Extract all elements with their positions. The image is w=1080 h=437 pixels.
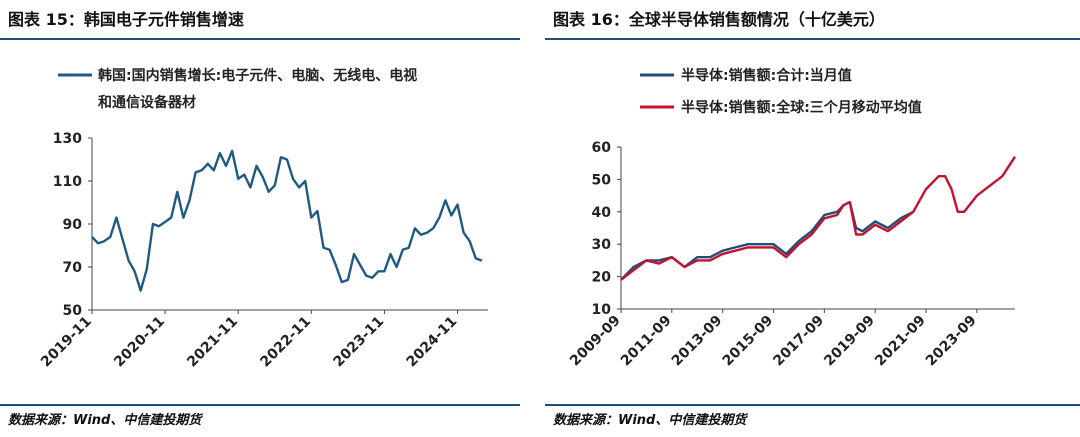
left-chart-title: 图表 15：韩国电子元件销售增速 [8, 10, 244, 29]
left-source-note: 数据来源：Wind、中信建投期货 [8, 413, 202, 428]
x-tick-label: 2013-09 [669, 313, 726, 370]
legend-label: 半导体:销售额:全球:三个月移动平均值 [681, 99, 922, 116]
x-tick-label: 2023-11 [331, 314, 388, 371]
series-line-0 [620, 200, 914, 281]
y-tick-label: 30 [592, 237, 612, 253]
left-chart: 50 70 90 110 130 2019-11 2020-11 2021-11 2022-11… [38, 67, 488, 371]
x-tick-label: 2019-11 [38, 314, 95, 371]
y-tick-label: 130 [53, 131, 82, 147]
x-tick-label: 2020-11 [111, 314, 168, 371]
right-chart: 10 20 30 40 50 60 2009-092011-092013-092015-09… [567, 67, 1017, 370]
x-tick-label: 2021-11 [184, 314, 241, 371]
y-tick-label: 50 [592, 172, 612, 188]
y-tick-label: 90 [63, 217, 83, 233]
series-line-1 [620, 156, 1017, 281]
x-tick-label: 2017-09 [770, 313, 827, 370]
right-chart-panel: 图表 16：全球半导体销售额情况（十亿美元） 10 20 30 40 50 60 2009-… [545, 0, 1080, 437]
right-chart-title: 图表 16：全球半导体销售额情况（十亿美元） [553, 10, 885, 29]
y-tick-label: 70 [63, 260, 83, 276]
right-source-note: 数据来源：Wind、中信建投期货 [553, 413, 747, 428]
x-tick-label: 2022-11 [257, 314, 314, 371]
x-tick-label: 2019-09 [821, 313, 878, 370]
x-tick-label: 2024-11 [404, 314, 461, 371]
left-source-rule [0, 404, 520, 406]
y-tick-label: 10 [592, 302, 612, 318]
y-tick-label: 20 [592, 270, 612, 286]
y-tick-label: 60 [592, 140, 612, 156]
x-tick-label: 2009-09 [567, 313, 624, 370]
x-tick-label: 2011-09 [618, 313, 675, 370]
y-tick-label: 40 [592, 205, 612, 221]
series-line-0 [91, 149, 483, 292]
legend-label: 和通信设备器材 [98, 94, 196, 111]
right-source-rule [545, 404, 1080, 406]
x-tick-label: 2023-09 [923, 313, 980, 370]
right-title-rule [545, 38, 1080, 40]
legend-label: 韩国:国内销售增长:电子元件、电脑、无线电、电视 [98, 67, 417, 84]
left-title-rule [0, 38, 520, 40]
left-chart-panel: 图表 15：韩国电子元件销售增速 50 70 90 110 130 2019-11 2020… [0, 0, 520, 437]
legend-label: 半导体:销售额:合计:当月值 [681, 67, 852, 84]
y-tick-label: 50 [63, 303, 83, 319]
x-tick-label: 2021-09 [872, 313, 929, 370]
y-tick-label: 110 [53, 174, 82, 190]
x-tick-label: 2015-09 [720, 313, 777, 370]
